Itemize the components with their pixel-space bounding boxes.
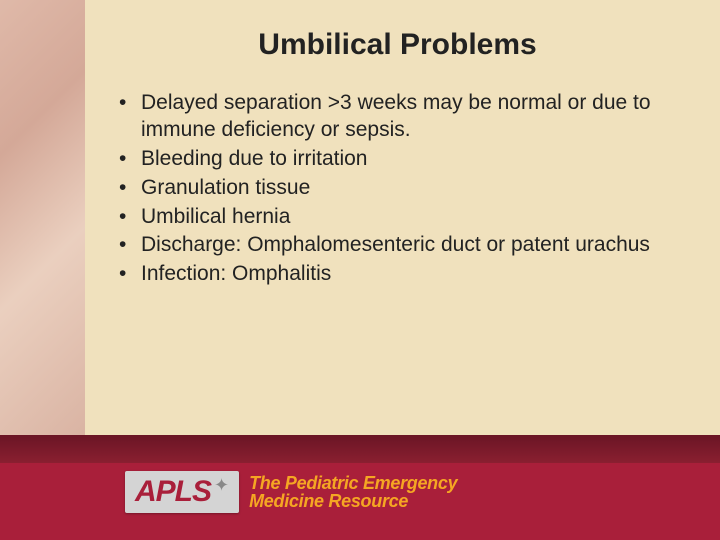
list-item: Delayed separation >3 weeks may be norma… [115,90,690,144]
footer-top-band [0,435,720,463]
list-item: Infection: Omphalitis [115,261,690,288]
logo-sub-line1: The Pediatric Emergency [249,474,457,492]
list-item: Discharge: Omphalomesenteric duct or pat… [115,232,690,259]
content-area: Umbilical Problems Delayed separation >3… [85,0,720,435]
apls-acronym: APLS [135,475,211,509]
slide-title: Umbilical Problems [105,28,690,62]
logo-subtitle: The Pediatric Emergency Medicine Resourc… [249,474,457,510]
list-item: Umbilical hernia [115,204,690,231]
apls-logo-box: APLS ✦ [125,471,239,513]
star-icon: ✦ [214,475,229,496]
footer-logo: APLS ✦ The Pediatric Emergency Medicine … [125,471,457,513]
logo-sub-line2: Medicine Resource [249,492,457,510]
bullet-list: Delayed separation >3 weeks may be norma… [105,90,690,288]
footer-bar: APLS ✦ The Pediatric Emergency Medicine … [0,435,720,540]
decorative-side-image [0,0,85,435]
slide-container: Umbilical Problems Delayed separation >3… [0,0,720,540]
list-item: Granulation tissue [115,175,690,202]
list-item: Bleeding due to irritation [115,146,690,173]
